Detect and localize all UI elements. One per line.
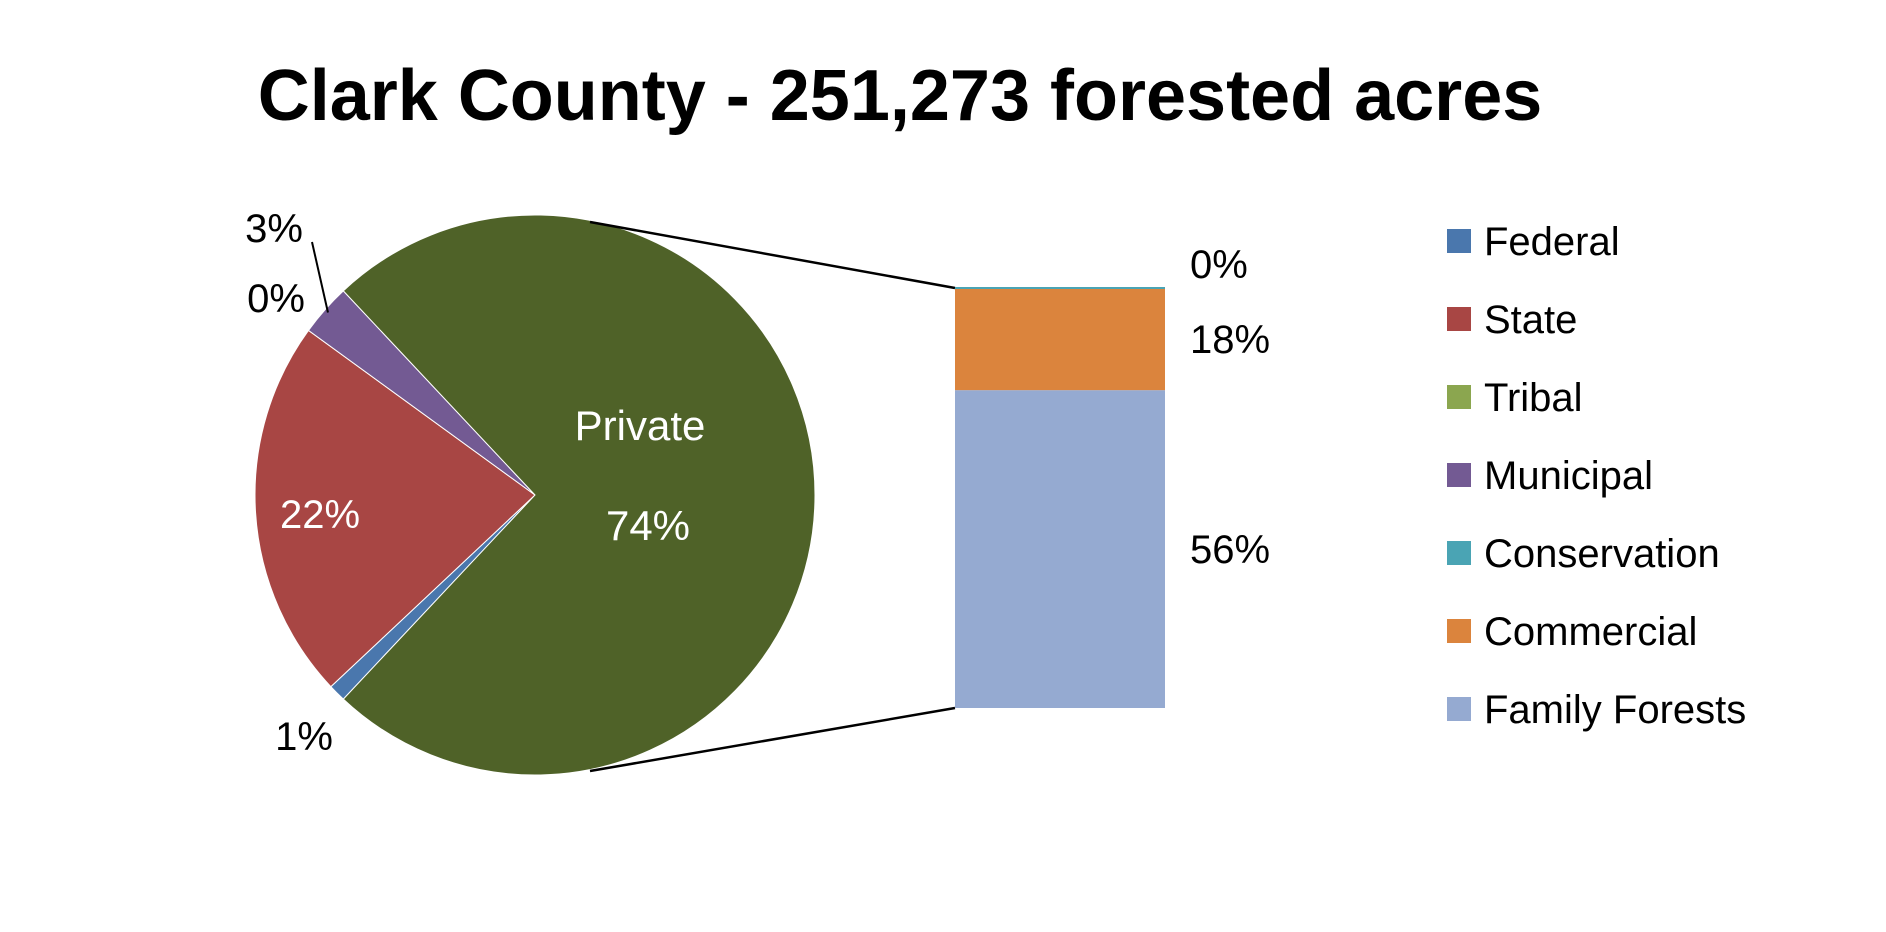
- legend-label-tribal: Tribal: [1484, 376, 1583, 420]
- stacked-bar: 56% 18% 0%: [955, 243, 1270, 708]
- legend-swatch-state: [1447, 307, 1471, 331]
- pie-bar-connectors: [589, 220, 956, 773]
- pie-data-label-municipal: 3%: [245, 207, 303, 251]
- legend: Federal State Tribal Municipal Conservation C…: [1447, 220, 1746, 732]
- legend-item-municipal: Municipal: [1447, 454, 1653, 498]
- chart-title: Clark County - 251,273 forested acres: [258, 56, 1543, 136]
- pie-category-label-private: Private: [575, 402, 706, 449]
- pie-data-label-tribal: 0%: [247, 277, 305, 321]
- legend-swatch-commercial: [1447, 619, 1471, 643]
- bar-data-label-conservation: 0%: [1190, 243, 1248, 287]
- bar-data-label-family-forests: 56%: [1190, 528, 1270, 572]
- legend-label-family-forests: Family Forests: [1484, 688, 1746, 732]
- legend-swatch-tribal: [1447, 385, 1471, 409]
- legend-label-conservation: Conservation: [1484, 532, 1720, 576]
- pie-chart: Private 74% 22% 1% 0% 3%: [245, 207, 816, 776]
- bar-data-label-commercial: 18%: [1190, 318, 1270, 362]
- municipal-leader-line: [311, 241, 329, 313]
- pie-data-label-private: 74%: [606, 502, 690, 549]
- legend-label-commercial: Commercial: [1484, 610, 1697, 654]
- legend-swatch-municipal: [1447, 463, 1471, 487]
- pie-slice-state: [254, 329, 536, 688]
- legend-swatch-conservation: [1447, 541, 1471, 565]
- legend-item-conservation: Conservation: [1447, 532, 1720, 576]
- legend-item-family-forests: Family Forests: [1447, 688, 1746, 732]
- legend-swatch-federal: [1447, 229, 1471, 253]
- pie-data-label-federal: 1%: [275, 715, 333, 759]
- pie-data-label-state: 22%: [280, 493, 360, 537]
- connector-bottom: [589, 706, 956, 773]
- pie-slice-private: [342, 214, 816, 776]
- bar-segment-commercial: [955, 288, 1165, 391]
- legend-label-municipal: Municipal: [1484, 454, 1653, 498]
- legend-item-commercial: Commercial: [1447, 610, 1697, 654]
- connector-top: [589, 220, 956, 290]
- legend-item-federal: Federal: [1447, 220, 1620, 264]
- legend-swatch-family-forests: [1447, 697, 1471, 721]
- legend-label-state: State: [1484, 298, 1577, 342]
- bar-segment-family-forests: [955, 390, 1165, 708]
- legend-item-tribal: Tribal: [1447, 376, 1583, 420]
- legend-item-state: State: [1447, 298, 1577, 342]
- legend-label-federal: Federal: [1484, 220, 1620, 264]
